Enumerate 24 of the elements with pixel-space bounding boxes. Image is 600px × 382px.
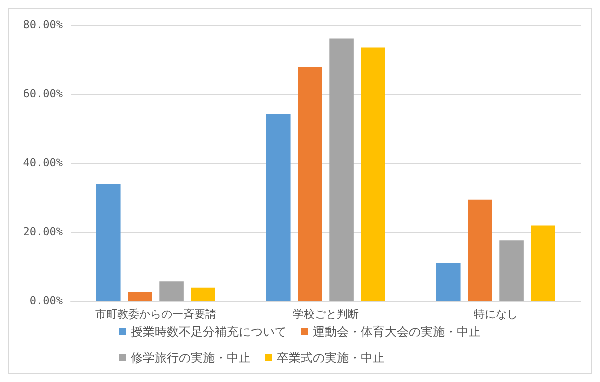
- y-tick-label: 0.00%: [30, 294, 64, 308]
- bar: [361, 48, 386, 301]
- bar: [436, 263, 461, 301]
- y-tick-label: 40.00%: [23, 156, 64, 170]
- y-tick-label: 20.00%: [23, 226, 64, 238]
- x-tick-label: 学校ごと判断: [293, 308, 359, 321]
- bar: [96, 184, 121, 301]
- legend-label: 修学旅行の実施・中止: [131, 351, 251, 365]
- bar: [500, 240, 524, 301]
- bar: [128, 292, 152, 301]
- legend-label: 運動会・体育大会の実施・中止: [313, 325, 481, 339]
- y-tick-label: 80.00%: [23, 18, 64, 32]
- bar: [191, 288, 216, 301]
- legend-label: 授業時数不足分補充について: [131, 325, 287, 339]
- bar: [468, 200, 492, 301]
- bar: [160, 282, 184, 301]
- bar: [298, 67, 322, 301]
- bar: [330, 38, 354, 301]
- x-tick-label: 特になし: [474, 308, 518, 321]
- legend-label: 卒業式の実施・中止: [277, 351, 385, 365]
- x-tick-label: 市町教委からの一斉要請: [96, 308, 216, 321]
- bar: [531, 226, 556, 301]
- y-tick-label: 60.00%: [23, 88, 64, 100]
- bar: [266, 114, 291, 301]
